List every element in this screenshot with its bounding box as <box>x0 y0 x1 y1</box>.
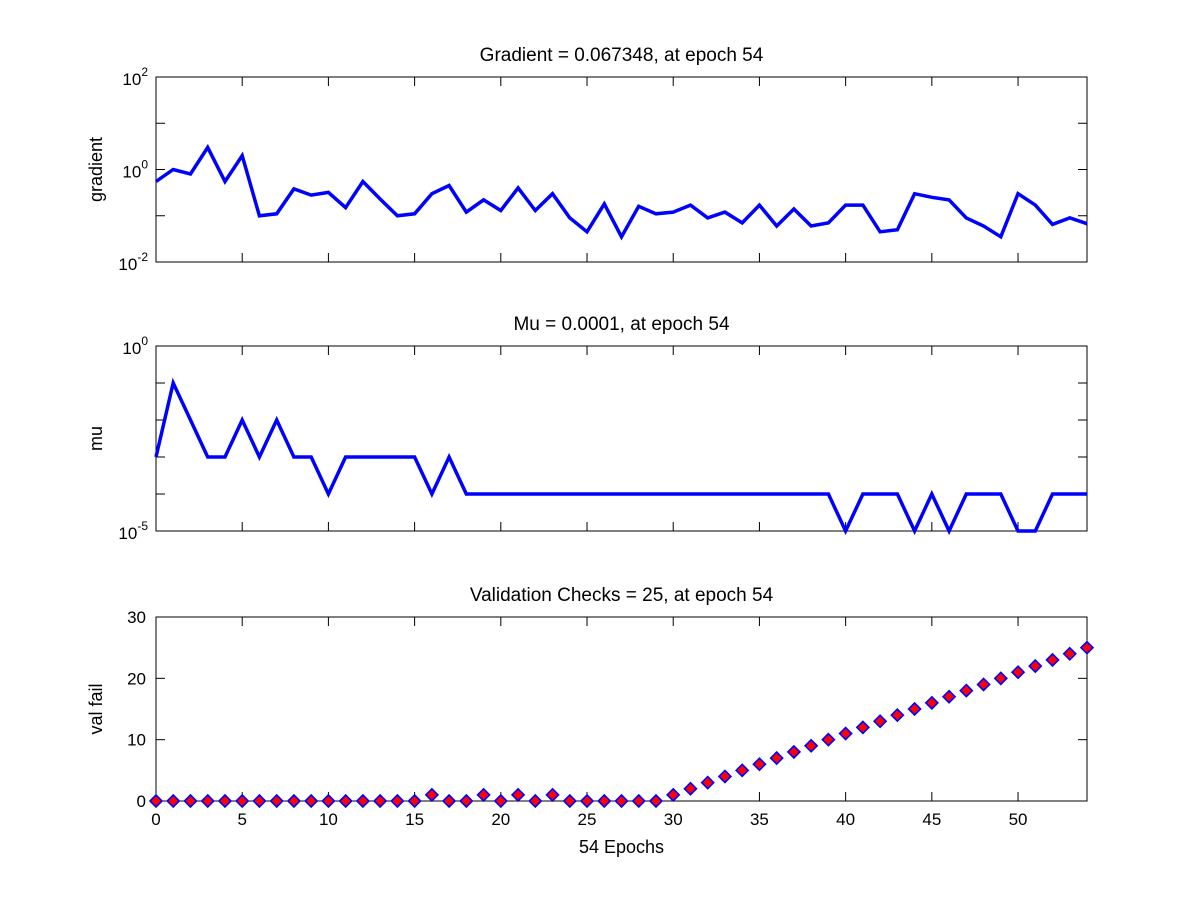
val-fail-point <box>372 793 388 809</box>
val-fail-point <box>510 787 526 802</box>
val-fail-point <box>269 793 284 809</box>
val-fail-point <box>200 793 215 809</box>
val-fail-xtick-label: 25 <box>578 810 597 829</box>
val-fail-point <box>579 793 595 809</box>
val-fail-xtick-label: 40 <box>836 810 855 829</box>
val-fail-xtick-label: 35 <box>750 810 769 829</box>
val-fail-point <box>1010 665 1026 680</box>
val-fail-point <box>735 763 750 778</box>
val-fail-point <box>545 787 560 802</box>
mu-series-line <box>154 377 1087 536</box>
val-fail-point <box>838 726 853 741</box>
val-fail-point <box>166 793 181 809</box>
val-fail-axes-box <box>155 616 1088 802</box>
gradient-series-line <box>154 143 1088 241</box>
val-fail-point <box>493 793 508 809</box>
val-fail-title: Validation Checks = 25, at epoch 54 <box>470 585 774 606</box>
gradient-ytick-label: 100 <box>122 158 148 182</box>
val-fail-xtick-label: 45 <box>922 810 941 829</box>
mu-ytick-label: 100 <box>122 334 148 358</box>
val-fail-point <box>1028 658 1043 674</box>
val-fail-point <box>528 793 543 809</box>
val-fail-point <box>648 793 664 809</box>
gradient-title: Gradient = 0.067348, at epoch 54 <box>480 45 764 66</box>
val-fail-point <box>976 677 991 692</box>
val-fail-point <box>424 787 439 802</box>
val-fail-point <box>441 793 457 809</box>
val-fail-point <box>959 683 974 698</box>
val-fail-point <box>907 701 922 717</box>
val-fail-point <box>631 793 646 809</box>
val-fail-point <box>700 775 715 790</box>
val-fail-point <box>924 695 939 710</box>
val-fail-point <box>1045 652 1060 668</box>
val-fail-ytick-label: 30 <box>127 608 146 627</box>
gradient-panel: Gradient = 0.067348, at epoch 54 gradient… <box>86 45 1088 274</box>
val-fail-point <box>941 689 957 704</box>
val-fail-point <box>252 793 267 809</box>
val-fail-point <box>872 714 888 729</box>
val-fail-point <box>304 793 319 809</box>
val-fail-point <box>562 793 577 809</box>
val-fail-point <box>148 793 164 809</box>
val-fail-point <box>614 793 629 809</box>
val-fail-ylabel: val fail <box>86 683 106 734</box>
val-fail-point <box>597 793 612 809</box>
val-fail-ytick-label: 10 <box>127 731 146 750</box>
val-fail-xtick-label: 15 <box>405 810 424 829</box>
mu-ylabel: mu <box>86 426 106 451</box>
val-fail-point <box>752 757 767 772</box>
val-fail-point <box>321 793 336 809</box>
val-fail-xtick-label: 0 <box>151 810 160 829</box>
val-fail-xtick-label: 5 <box>237 810 246 829</box>
val-fail-point <box>183 793 198 809</box>
val-fail-xlabel: 54 Epochs <box>579 837 664 857</box>
val-fail-point <box>407 793 422 809</box>
val-fail-xtick-label: 50 <box>1009 810 1028 829</box>
val-fail-point <box>476 787 491 802</box>
val-fail-point <box>821 732 836 747</box>
val-fail-point <box>855 720 871 735</box>
mu-title: Mu = 0.0001, at epoch 54 <box>513 314 729 335</box>
val-fail-point <box>804 738 819 753</box>
val-fail-point <box>1079 640 1095 655</box>
gradient-ytick-label: 10-2 <box>118 250 148 274</box>
val-fail-point <box>390 793 405 809</box>
val-fail-ytick-label: 20 <box>127 669 146 688</box>
val-fail-panel: Validation Checks = 25, at epoch 54 val f… <box>86 585 1095 857</box>
val-fail-xtick-label: 30 <box>664 810 683 829</box>
val-fail-point <box>338 793 353 809</box>
mu-ytick-label: 10-5 <box>118 519 148 543</box>
val-fail-xtick-label: 10 <box>319 810 338 829</box>
val-fail-point <box>286 793 302 809</box>
val-fail-point <box>235 793 250 809</box>
val-fail-point <box>890 708 905 723</box>
val-fail-point <box>459 793 474 809</box>
val-fail-point <box>786 744 802 760</box>
val-fail-xtick-label: 20 <box>491 810 510 829</box>
gradient-ytick-label: 102 <box>122 65 148 89</box>
val-fail-point <box>683 781 698 796</box>
val-fail-point <box>1062 646 1077 661</box>
val-fail-point <box>666 787 681 802</box>
mu-panel: Mu = 0.0001, at epoch 54 mu 10-5 100 <box>86 314 1088 543</box>
mu-axes-box <box>155 345 1088 532</box>
val-fail-point <box>355 793 371 809</box>
gradient-ylabel: gradient <box>86 137 106 202</box>
gradient-axes-box <box>155 76 1088 263</box>
val-fail-point <box>717 769 733 784</box>
val-fail-point <box>769 750 784 766</box>
val-fail-ytick-label: 0 <box>137 792 146 811</box>
val-fail-point <box>993 671 1008 686</box>
val-fail-point <box>217 793 233 809</box>
